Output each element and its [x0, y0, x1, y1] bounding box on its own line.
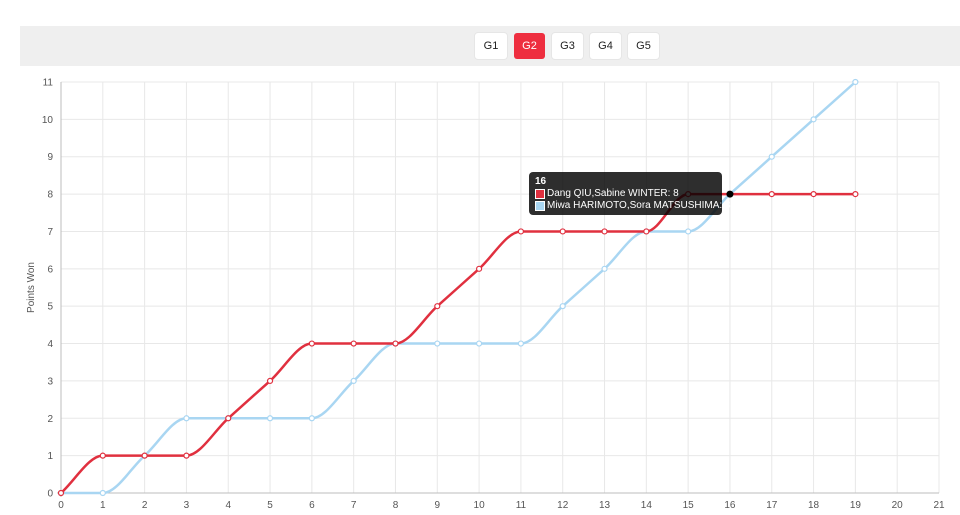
x-tick-label-11: 11: [516, 500, 527, 511]
tooltip-title: 16: [535, 176, 547, 187]
y-tick-label-1: 1: [47, 451, 53, 462]
x-tick-label-0: 0: [58, 500, 64, 511]
data-point-series-1-x11: [517, 228, 525, 235]
data-point-series-2-x7: [350, 377, 357, 385]
series-line-1: [60, 192, 856, 494]
data-point-series-2-x17: [768, 153, 775, 160]
tooltip-label-series-2: Miwa HARIMOTO,Sora MATSUSHIMA: 8: [547, 200, 731, 211]
y-tick-label-3: 3: [47, 376, 53, 387]
y-tick-label-0: 0: [47, 489, 53, 500]
data-point-series-1-x12: [559, 228, 566, 235]
y-tick-label-5: 5: [47, 302, 53, 313]
y-tick-label-9: 9: [47, 152, 53, 163]
x-tick-label-17: 17: [766, 500, 778, 511]
data-point-series-2-x19: [852, 78, 859, 86]
data-point-series-2-x9: [434, 340, 441, 347]
data-point-series-2-x6: [308, 415, 315, 422]
tooltip-row-series-1: Dang QIU,Sabine WINTER: 8: [535, 188, 716, 200]
x-tick-label-14: 14: [641, 500, 653, 511]
y-tick-label-7: 7: [47, 227, 53, 238]
data-point-series-2-x13: [601, 265, 608, 272]
data-point-series-1-x17: [768, 190, 775, 198]
data-point-series-2-x15: [685, 228, 692, 235]
x-tick-label-3: 3: [184, 500, 190, 511]
x-tick-label-21: 21: [933, 500, 945, 511]
series-line-2: [60, 81, 857, 495]
data-point-series-1-x18: [810, 190, 817, 198]
tooltip-label-series-1: Dang QIU,Sabine WINTER: 8: [547, 188, 679, 199]
x-tick-label-19: 19: [850, 500, 862, 511]
data-point-series-2-x12: [559, 303, 566, 310]
x-tick-label-5: 5: [267, 500, 273, 511]
y-axis-title: Points Won: [26, 262, 37, 313]
tooltip-swatch-series-2: [535, 201, 545, 211]
tab-g1[interactable]: G1: [475, 33, 507, 59]
y-tick-label-8: 8: [47, 190, 53, 201]
game-selector-bar: G1 G2 G3 G4 G5: [20, 26, 960, 66]
x-tick-label-1: 1: [100, 500, 106, 511]
data-point-series-2-x10: [475, 340, 483, 347]
tab-g2[interactable]: G2: [514, 33, 545, 59]
x-tick-label-20: 20: [892, 500, 904, 511]
y-tick-label-10: 10: [42, 115, 54, 126]
x-tick-label-8: 8: [393, 500, 399, 511]
x-tick-label-10: 10: [474, 500, 486, 511]
x-tick-label-2: 2: [142, 500, 148, 511]
data-point-series-1-x7: [350, 340, 357, 347]
y-tick-label-2: 2: [47, 414, 53, 425]
hovered-point: [726, 190, 734, 198]
x-tick-label-4: 4: [225, 500, 231, 511]
tab-g4[interactable]: G4: [590, 33, 621, 59]
x-tick-label-12: 12: [557, 500, 569, 511]
data-point-series-1-x8: [392, 340, 399, 347]
data-point-series-1-x9: [434, 303, 441, 310]
data-point-series-1-x6: [308, 340, 315, 347]
x-tick-label-9: 9: [435, 500, 441, 511]
x-tick-label-6: 6: [309, 500, 315, 511]
data-point-series-2-x1: [99, 489, 106, 497]
data-point-series-1-x10: [475, 265, 483, 272]
x-tick-label-16: 16: [724, 500, 736, 511]
x-tick-label-15: 15: [683, 500, 695, 511]
data-point-series-1-x5: [266, 377, 274, 385]
tab-g5[interactable]: G5: [628, 33, 659, 59]
x-tick-label-13: 13: [599, 500, 611, 511]
data-point-series-1-x13: [601, 228, 608, 235]
data-point-series-1-x4: [225, 415, 232, 422]
y-tick-label-4: 4: [47, 339, 53, 350]
data-point-series-2-x18: [810, 116, 817, 123]
data-point-series-2-x5: [266, 415, 274, 422]
data-point-series-1-x3: [183, 452, 190, 459]
tab-g3[interactable]: G3: [552, 33, 583, 59]
data-point-series-2-x11: [517, 340, 525, 347]
data-point-series-1-x1: [99, 452, 106, 459]
data-point-series-1-x0: [57, 489, 65, 497]
data-point-series-1-x19: [852, 190, 859, 198]
y-tick-label-6: 6: [47, 264, 53, 275]
y-tick-label-11: 11: [43, 78, 54, 89]
tooltip-row-series-2: Miwa HARIMOTO,Sora MATSUSHIMA: 8: [535, 200, 731, 212]
data-point-series-1-x2: [141, 452, 148, 459]
x-tick-label-18: 18: [808, 500, 820, 511]
x-tick-label-7: 7: [351, 500, 357, 511]
data-point-series-2-x3: [183, 415, 190, 422]
tooltip-swatch-series-1: [535, 189, 545, 199]
data-point-series-1-x14: [643, 228, 650, 235]
chart-tooltip: 16 Dang QIU,Sabine WINTER: 8 Miwa HARIMO…: [529, 172, 731, 215]
